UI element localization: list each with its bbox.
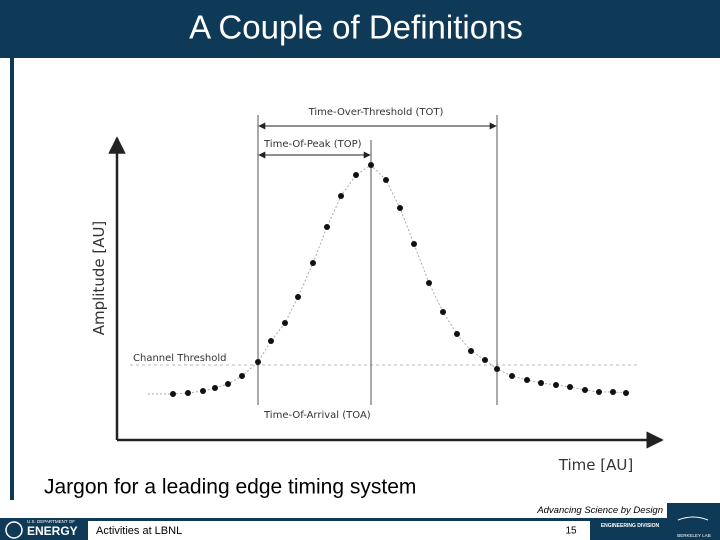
sample-dot — [310, 260, 316, 266]
lab: BERKELEY LAB — [677, 533, 710, 538]
sample-dot — [282, 320, 288, 326]
sample-dot — [185, 390, 191, 396]
sample-dot — [509, 373, 515, 379]
title-bar — [0, 0, 720, 58]
tot-label: Time-Over-Threshold (TOT) — [308, 107, 444, 118]
doe-seal — [5, 521, 23, 539]
sample-dot — [170, 391, 176, 397]
top-label: Time-Of-Peak (TOP) — [263, 139, 362, 150]
sample-dot — [383, 177, 389, 183]
sample-dot — [482, 357, 488, 363]
sample-dot — [426, 280, 432, 286]
sample-dot — [494, 366, 500, 372]
sample-dot — [268, 338, 274, 344]
sample-dot — [295, 294, 301, 300]
sample-dot — [553, 382, 559, 388]
sample-dot — [353, 172, 359, 178]
sample-dot — [225, 381, 231, 387]
x-axis-label: Time [AU] — [558, 456, 633, 474]
y-axis-label: Amplitude [AU] — [90, 221, 108, 336]
diagram: Amplitude [AU] Time [AU] Channel Thresho… — [90, 107, 664, 474]
sample-dot — [324, 224, 330, 230]
slide-title: A Couple of Definitions — [189, 9, 523, 46]
footer-box — [88, 521, 590, 540]
pulse-curve — [148, 164, 627, 395]
sample-dot — [239, 373, 245, 379]
sample-dot — [468, 348, 474, 354]
page-number: 15 — [565, 526, 577, 537]
footer-text: Activities at LBNL — [96, 525, 182, 537]
division: ENGINEERING DIVISION — [601, 523, 660, 529]
sample-dot — [338, 193, 344, 199]
sample-dot — [411, 241, 417, 247]
sample-dot — [567, 384, 573, 390]
tagline: Advancing Science by Design — [536, 505, 663, 516]
sample-dot — [255, 359, 261, 365]
sample-dot — [538, 380, 544, 386]
caption: Jargon for a leading edge timing system — [44, 476, 416, 499]
doe-small: U.S. DEPARTMENT OF — [27, 519, 75, 524]
sample-dot — [623, 390, 629, 396]
threshold-label: Channel Threshold — [133, 353, 227, 364]
sample-dot — [582, 387, 588, 393]
left-rule — [10, 58, 14, 500]
sample-dot — [200, 388, 206, 394]
sample-dot — [368, 162, 374, 168]
sample-dot — [397, 205, 403, 211]
doe: ENERGY — [27, 524, 78, 538]
sample-dot — [440, 309, 446, 315]
sample-dot — [524, 377, 530, 383]
lab-logo-box — [667, 503, 720, 540]
sample-dot — [212, 385, 218, 391]
sample-dot — [596, 389, 602, 395]
sample-dot — [454, 331, 460, 337]
toa-label: Time-Of-Arrival (TOA) — [263, 410, 371, 421]
lab-arc — [677, 516, 709, 521]
pulse — [148, 162, 629, 397]
sample-dot — [610, 389, 616, 395]
